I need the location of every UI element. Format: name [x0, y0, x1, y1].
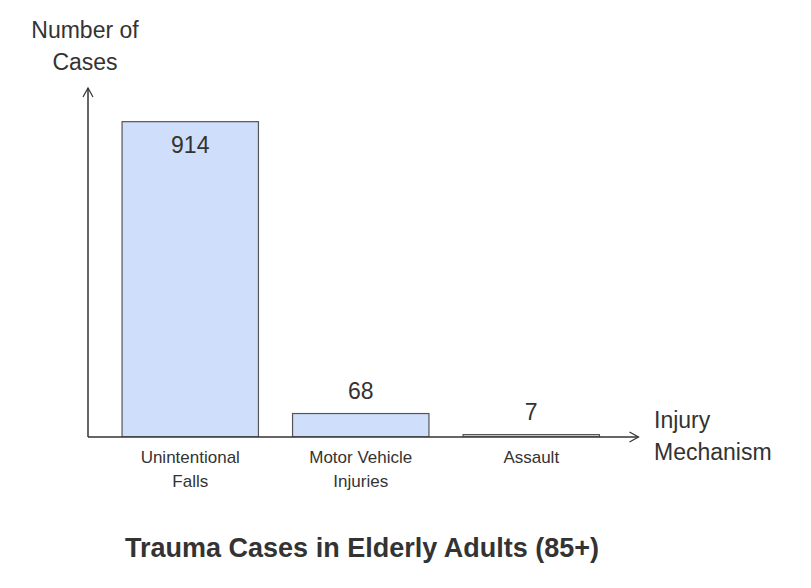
- text-line: Cases: [52, 49, 117, 75]
- x-axis: [88, 436, 639, 438]
- text-line: Number of: [31, 17, 139, 43]
- text-line: Motor Vehicle: [309, 448, 412, 467]
- bars: [122, 122, 599, 437]
- chart-svg: Unintentional Falls Motor Vehicle Injuries A…: [0, 0, 811, 588]
- x-axis-label: Injury Mechanism: [654, 407, 772, 465]
- text-line: Injury: [654, 407, 711, 433]
- bar: [122, 122, 258, 437]
- text-line: Unintentional: [141, 448, 240, 467]
- y-axis: [87, 88, 89, 437]
- text-line: Falls: [172, 472, 208, 491]
- chart-container: Unintentional Falls Motor Vehicle Injuries A…: [0, 0, 811, 588]
- chart-title: Trauma Cases in Elderly Adults (85+): [125, 533, 599, 563]
- text-line: Injuries: [333, 472, 388, 491]
- category-label: Assault: [503, 448, 559, 467]
- category-label: Unintentional Falls: [141, 448, 240, 491]
- data-label: 914: [171, 132, 210, 158]
- bar: [293, 414, 429, 437]
- data-label: 7: [525, 399, 538, 425]
- y-axis-label: Number of Cases: [31, 17, 139, 75]
- text-line: Assault: [503, 448, 559, 467]
- text-line: Mechanism: [654, 439, 772, 465]
- data-label: 68: [348, 378, 374, 404]
- category-label: Motor Vehicle Injuries: [309, 448, 412, 491]
